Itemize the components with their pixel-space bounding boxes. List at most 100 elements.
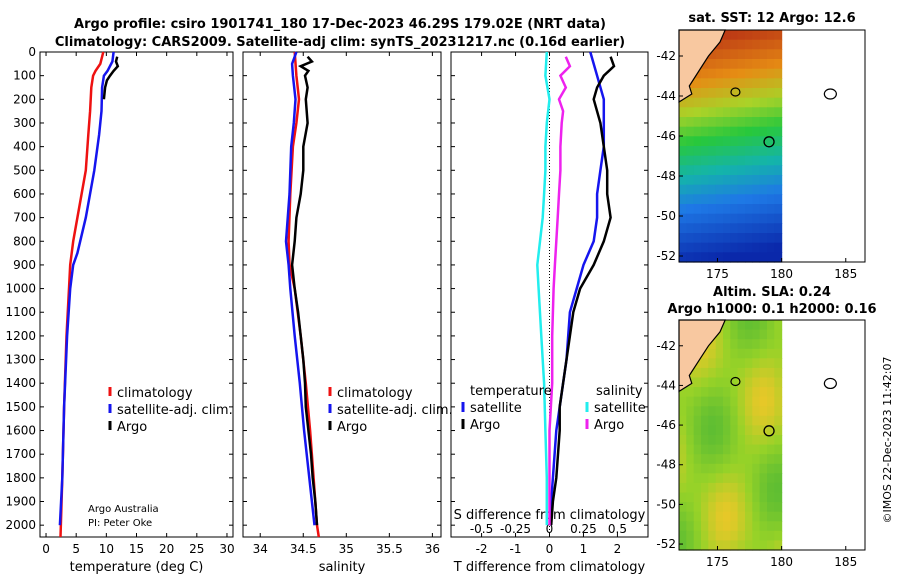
- field-cell: [723, 387, 731, 398]
- y-tick-label: -46: [656, 129, 676, 143]
- field-cell: [723, 117, 731, 128]
- x-tick-label: 10: [99, 542, 114, 556]
- field-cell: [752, 339, 761, 350]
- field-cell: [767, 97, 775, 108]
- field-cell: [686, 107, 695, 118]
- field-cell: [774, 59, 783, 70]
- field-cell: [701, 540, 709, 551]
- field-cell: [774, 204, 783, 215]
- field-cell: [737, 540, 746, 551]
- field-cell: [774, 367, 783, 379]
- field-cell: [730, 406, 739, 417]
- field-cell: [730, 425, 739, 436]
- field-cell: [774, 165, 783, 176]
- field-cell: [679, 530, 687, 541]
- field-cell: [730, 377, 739, 388]
- y-tick-label: 1500: [5, 400, 36, 414]
- field-cell: [774, 223, 783, 234]
- field-cell: [752, 252, 761, 263]
- field-cell: [701, 233, 709, 244]
- y-tick-label: -52: [656, 537, 676, 551]
- field-cell: [745, 126, 753, 137]
- field-cell: [715, 377, 724, 388]
- field-cell: [730, 339, 739, 350]
- field-cell: [693, 435, 702, 446]
- field-cell: [730, 482, 739, 494]
- field-cell: [767, 59, 775, 70]
- field-cell: [759, 415, 768, 426]
- field-cell: [730, 146, 739, 157]
- field-cell: [752, 59, 761, 70]
- field-cell: [759, 204, 768, 215]
- field-cell: [767, 406, 775, 417]
- field-cell: [723, 339, 731, 350]
- legend-title-salinity: salinity: [596, 384, 643, 399]
- field-cell: [745, 320, 753, 331]
- field-cell: [701, 444, 709, 455]
- field-cell: [686, 204, 695, 215]
- field-cell: [745, 530, 753, 541]
- field-cell: [686, 175, 695, 186]
- field-cell: [737, 502, 746, 513]
- field-cell: [767, 415, 775, 426]
- field-cell: [701, 78, 709, 89]
- field-cell: [679, 117, 687, 128]
- bounty-island: [823, 377, 837, 390]
- field-cell: [759, 30, 768, 41]
- field-cell: [730, 97, 739, 108]
- field-cell: [715, 396, 724, 407]
- field-cell: [730, 30, 739, 41]
- field-cell: [767, 329, 775, 340]
- field-cell: [759, 194, 768, 205]
- field-cell: [708, 367, 717, 379]
- x-tick-label: 175: [706, 267, 729, 281]
- field-cell: [767, 78, 775, 89]
- y-tick-label: -48: [656, 169, 676, 183]
- field-cell: [701, 107, 709, 118]
- field-cell: [715, 339, 724, 350]
- field-cell: [686, 415, 695, 426]
- field-cell: [730, 387, 739, 398]
- field-cell: [686, 97, 695, 108]
- x-tick-label: -2: [476, 542, 488, 556]
- field-cell: [693, 117, 702, 128]
- field-cell: [745, 444, 753, 455]
- y-tick-label: -50: [656, 209, 676, 223]
- field-cell: [679, 204, 687, 215]
- field-cell: [693, 387, 702, 398]
- field-cell: [752, 30, 761, 41]
- field-cell: [679, 126, 687, 137]
- y-tick-label: 1100: [5, 305, 36, 319]
- field-cell: [679, 223, 687, 234]
- field-cell: [730, 155, 739, 166]
- field-cell: [701, 530, 709, 541]
- field-cell: [730, 358, 739, 369]
- field-cell: [767, 117, 775, 128]
- y-tick-label: 1700: [5, 447, 36, 461]
- field-cell: [752, 117, 761, 128]
- field-cell: [737, 213, 746, 224]
- x-tick-label: 185: [834, 555, 857, 569]
- field-cell: [752, 78, 761, 89]
- field-cell: [767, 530, 775, 541]
- field-cell: [752, 358, 761, 369]
- field-cell: [693, 252, 702, 263]
- y-tick-label: 0: [28, 45, 36, 59]
- y-tick-label: -44: [656, 378, 676, 392]
- field-cell: [759, 68, 768, 79]
- field-cell: [752, 136, 761, 147]
- field-cell: [693, 463, 702, 474]
- field-cell: [701, 502, 709, 513]
- field-cell: [723, 155, 731, 166]
- field-cell: [679, 97, 687, 108]
- salinity-panel: 34 34.5 35 35.5 36 salinity climatology satelli…: [242, 51, 453, 575]
- field-cell: [715, 530, 724, 541]
- field-cell: [737, 415, 746, 426]
- field-cell: [693, 396, 702, 407]
- field-cell: [745, 49, 753, 60]
- field-cell: [745, 136, 753, 147]
- series-line-climatology: [59, 51, 105, 538]
- field-cell: [752, 406, 761, 417]
- field-cell: [730, 473, 739, 484]
- field-cell: [745, 463, 753, 474]
